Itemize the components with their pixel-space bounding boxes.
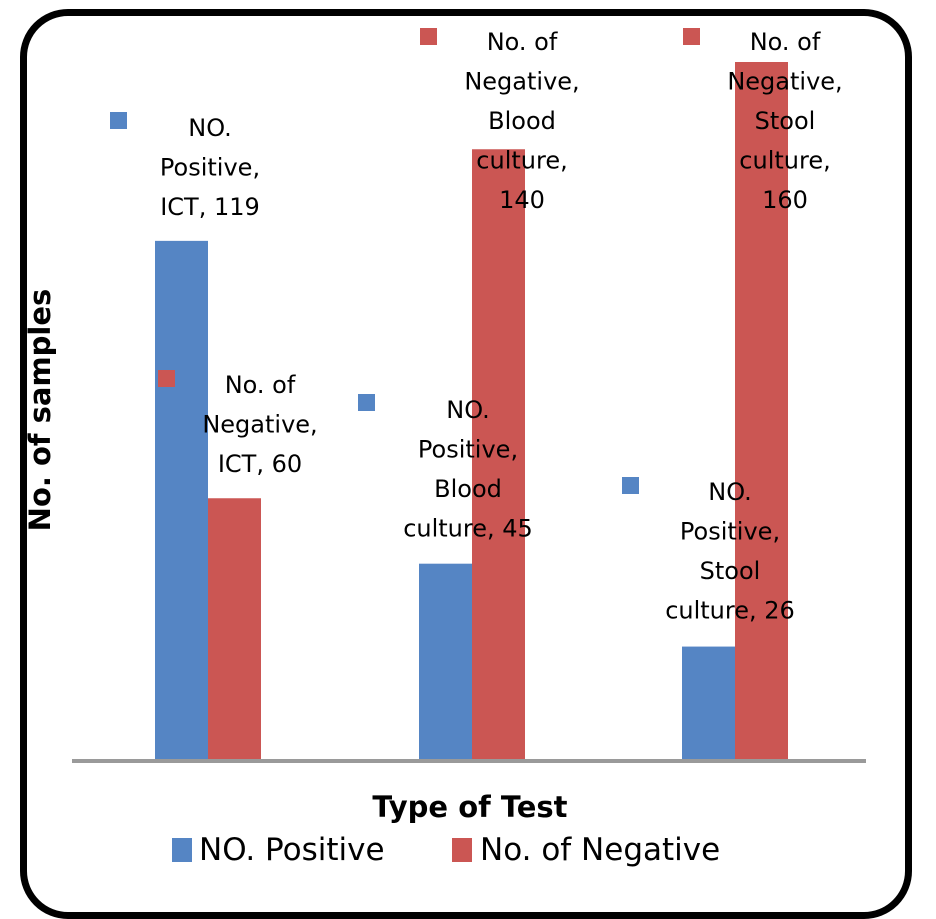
data-label-key [110, 112, 127, 129]
data-label-text: culture, 45 [403, 515, 533, 543]
bar-chart: NO. Positive, ICT, 119 NO. Positive, Blood cul… [23, 28, 866, 868]
data-label-text: Negative, [727, 68, 842, 96]
data-label-text: ICT, 119 [160, 193, 260, 221]
data-label-text: No. of [225, 371, 296, 399]
data-label-text: Stool [700, 557, 761, 585]
data-label-key [683, 28, 700, 45]
data-label: NO. Positive, ICT, 119 [110, 112, 260, 221]
data-label-text: ICT, 60 [218, 450, 302, 478]
data-label-key [158, 370, 175, 387]
legend-swatch-negative [452, 838, 472, 862]
x-axis-title: Type of Test [372, 790, 567, 824]
data-label: NO. Positive, Stool culture, 26 [622, 477, 795, 625]
data-label-text: Positive, [160, 154, 260, 182]
data-label: NO. Positive, Blood culture, 45 [358, 394, 533, 543]
data-label-text: NO. [708, 478, 752, 506]
data-label-text: Negative, [464, 68, 579, 96]
data-label-text: culture, 26 [665, 597, 795, 625]
legend: NO. Positive No. of Negative [172, 832, 720, 868]
data-label-text: No. of [487, 28, 558, 56]
bar-positive-blood-culture [419, 563, 472, 760]
data-label-key [622, 477, 639, 494]
data-label-key [420, 28, 437, 45]
data-label: No. of Negative, ICT, 60 [158, 370, 318, 478]
y-axis-title: No. of samples [23, 289, 57, 532]
bar-negative-ict [208, 498, 261, 760]
data-label-text: NO. [188, 114, 232, 142]
data-label: No. of Negative, Stool culture, 160 [683, 28, 843, 214]
data-label-text: Positive, [418, 436, 518, 464]
bar-positive-stool-culture [682, 646, 735, 760]
data-label-text: 160 [762, 186, 808, 214]
data-label-text: Negative, [202, 411, 317, 439]
data-label-text: NO. [446, 396, 490, 424]
legend-label-positive: NO. Positive [199, 832, 385, 868]
data-label-key [358, 394, 375, 411]
data-label-text: 140 [499, 186, 545, 214]
data-label-text: Blood [488, 107, 556, 135]
data-label-text: No. of [750, 28, 821, 56]
data-label-text: culture, [739, 147, 830, 175]
bar-negative-stool-culture [735, 62, 788, 760]
data-label-text: Stool [755, 107, 816, 135]
data-label-text: Blood [434, 475, 502, 503]
data-label-text: Positive, [680, 518, 780, 546]
data-label-text: culture, [476, 147, 567, 175]
bar-negative-blood-culture [472, 149, 525, 760]
legend-label-negative: No. of Negative [480, 832, 720, 868]
data-label: No. of Negative, Blood culture, 140 [420, 28, 580, 214]
bar-positive-ict [155, 240, 208, 761]
legend-swatch-positive [172, 838, 192, 862]
